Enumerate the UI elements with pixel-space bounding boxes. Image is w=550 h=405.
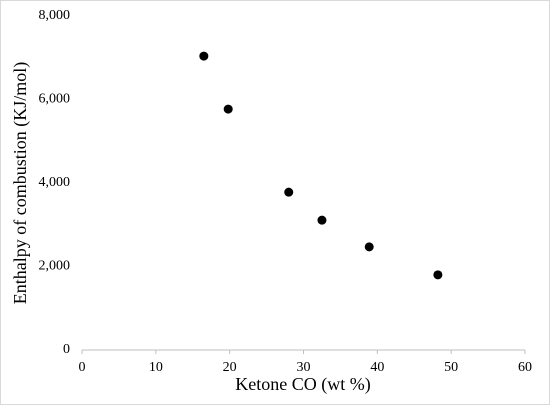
y-tick-label: 2,000 — [39, 259, 71, 274]
x-tick-label: 50 — [444, 360, 458, 375]
y-tick-label: 4,000 — [39, 175, 71, 190]
x-tick-label: 10 — [149, 360, 163, 375]
y-tick-label: 6,000 — [39, 92, 71, 107]
x-tick-label: 20 — [223, 360, 237, 375]
x-tick-label: 0 — [79, 360, 86, 375]
x-axis-title: Ketone CO (wt %) — [235, 374, 370, 395]
x-tick-label: 60 — [518, 360, 532, 375]
y-axis-title: Enthalpy of combustion (KJ/mol) — [10, 62, 31, 304]
point — [223, 104, 233, 114]
point — [317, 215, 327, 225]
y-tick-label: 8,000 — [39, 8, 71, 23]
y-tick-label: 0 — [63, 342, 70, 357]
x-tick-label: 40 — [370, 360, 384, 375]
point — [364, 242, 374, 252]
point — [199, 51, 209, 61]
point — [433, 270, 443, 280]
x-tick-label: 30 — [297, 360, 311, 375]
point — [284, 187, 294, 197]
